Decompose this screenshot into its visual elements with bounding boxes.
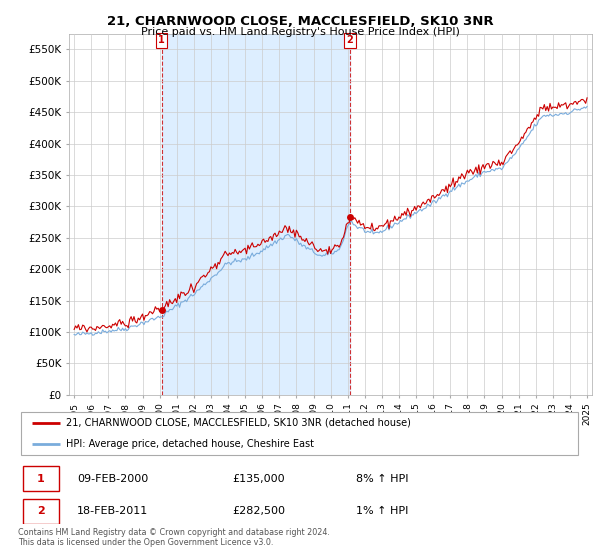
Text: 21, CHARNWOOD CLOSE, MACCLESFIELD, SK10 3NR: 21, CHARNWOOD CLOSE, MACCLESFIELD, SK10 … [107, 15, 493, 27]
Text: £135,000: £135,000 [232, 474, 285, 484]
Text: 2: 2 [37, 506, 44, 516]
FancyBboxPatch shape [21, 412, 578, 455]
Text: 1: 1 [37, 474, 44, 484]
Bar [161, 34, 350, 395]
Text: 09-FEB-2000: 09-FEB-2000 [77, 474, 148, 484]
Text: Contains HM Land Registry data © Crown copyright and database right 2024.
This d: Contains HM Land Registry data © Crown c… [18, 528, 330, 547]
Text: 8% ↑ HPI: 8% ↑ HPI [356, 474, 409, 484]
Text: £282,500: £282,500 [232, 506, 286, 516]
Text: 2: 2 [347, 35, 353, 45]
Text: Price paid vs. HM Land Registry's House Price Index (HPI): Price paid vs. HM Land Registry's House … [140, 27, 460, 37]
Text: 1: 1 [158, 35, 165, 45]
Text: HPI: Average price, detached house, Cheshire East: HPI: Average price, detached house, Ches… [66, 439, 314, 449]
Text: 1% ↑ HPI: 1% ↑ HPI [356, 506, 409, 516]
FancyBboxPatch shape [23, 466, 59, 491]
FancyBboxPatch shape [23, 499, 59, 524]
Text: 18-FEB-2011: 18-FEB-2011 [77, 506, 148, 516]
Text: 21, CHARNWOOD CLOSE, MACCLESFIELD, SK10 3NR (detached house): 21, CHARNWOOD CLOSE, MACCLESFIELD, SK10 … [66, 418, 411, 428]
